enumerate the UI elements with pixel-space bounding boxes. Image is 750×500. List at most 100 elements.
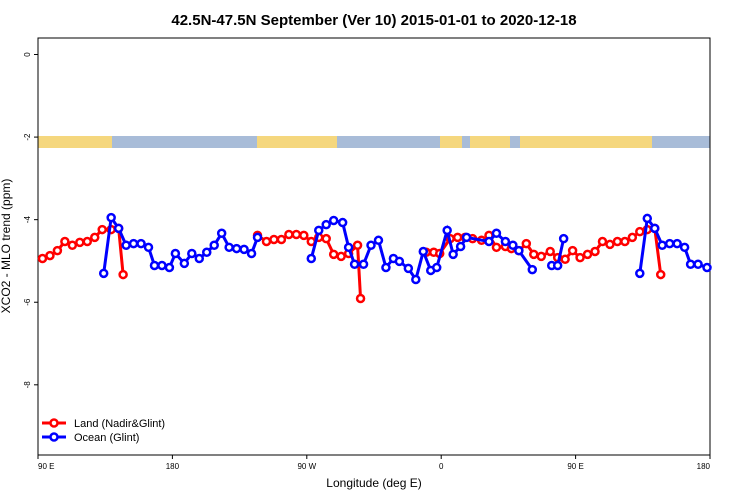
point xyxy=(239,244,249,255)
y-tick-label: -8 xyxy=(23,381,32,389)
point xyxy=(358,259,369,270)
point xyxy=(261,236,272,247)
x-tick-label: 90 E xyxy=(38,462,54,471)
point xyxy=(484,236,494,247)
point xyxy=(620,236,630,247)
x-tick-label: 90 W xyxy=(297,462,316,471)
point xyxy=(179,258,190,269)
point xyxy=(418,246,429,257)
point xyxy=(635,226,645,237)
point xyxy=(527,264,538,275)
point xyxy=(187,248,197,259)
point xyxy=(143,242,154,253)
point xyxy=(612,236,623,247)
chart-title: 42.5N-47.5N September (Ver 10) 2015-01-0… xyxy=(171,12,576,29)
y-axis-label: XCO2 - MLO trend (ppm) xyxy=(0,179,13,314)
y-tick-label: -2 xyxy=(23,133,32,141)
point xyxy=(291,229,302,240)
point xyxy=(82,236,93,247)
point xyxy=(349,259,360,270)
point xyxy=(455,241,466,252)
x-tick-label: 0 xyxy=(439,462,444,471)
point xyxy=(113,223,124,234)
point xyxy=(649,223,660,234)
point xyxy=(575,252,585,263)
point xyxy=(366,240,376,251)
point xyxy=(313,225,324,236)
point xyxy=(702,262,712,273)
strip-land xyxy=(470,136,510,148)
point xyxy=(252,232,263,243)
point xyxy=(328,215,339,226)
point xyxy=(642,213,653,224)
point xyxy=(328,249,339,260)
point xyxy=(67,240,78,251)
point xyxy=(536,251,547,262)
point xyxy=(657,240,667,251)
point xyxy=(284,229,294,240)
point xyxy=(209,240,219,251)
point xyxy=(552,260,563,271)
strip-land xyxy=(257,136,337,148)
point xyxy=(75,237,85,248)
x-axis-label: Longitude (deg E) xyxy=(326,476,421,490)
point xyxy=(442,225,452,236)
point xyxy=(529,249,539,260)
point xyxy=(627,232,638,243)
point xyxy=(560,254,570,265)
strip-land xyxy=(440,136,462,148)
y-tick-label: 0 xyxy=(23,52,32,57)
point xyxy=(337,217,348,228)
x-tick-label: 180 xyxy=(166,462,180,471)
point xyxy=(97,224,107,235)
point xyxy=(558,233,569,244)
legend-label: Ocean (Glint) xyxy=(74,432,139,444)
point xyxy=(306,253,317,264)
point xyxy=(276,234,287,245)
point xyxy=(98,268,109,279)
point xyxy=(514,245,524,256)
point xyxy=(194,253,205,264)
y-tick-label: -4 xyxy=(23,216,32,224)
point xyxy=(224,242,234,253)
point xyxy=(321,233,331,244)
point xyxy=(394,256,405,267)
point xyxy=(605,239,615,250)
point xyxy=(37,253,48,264)
point xyxy=(685,259,696,270)
point xyxy=(164,262,175,273)
point xyxy=(355,293,366,304)
point xyxy=(431,262,442,273)
legend-label: Land (Nadir&Glint) xyxy=(74,418,165,430)
point xyxy=(336,251,346,262)
point xyxy=(373,235,384,246)
point xyxy=(664,238,675,249)
series-line xyxy=(102,213,708,284)
point xyxy=(635,268,645,279)
point xyxy=(672,238,682,249)
point xyxy=(452,232,463,243)
point xyxy=(60,236,70,247)
point xyxy=(121,240,131,251)
point xyxy=(461,232,472,243)
strip-land xyxy=(38,136,112,148)
point xyxy=(597,236,608,247)
point xyxy=(582,249,593,260)
point xyxy=(321,219,331,230)
strip-land xyxy=(520,136,652,148)
point xyxy=(157,260,167,271)
point xyxy=(231,243,242,254)
point xyxy=(491,228,502,239)
point xyxy=(299,230,309,241)
legend-marker xyxy=(49,418,59,428)
land-ocean-strip xyxy=(38,136,710,148)
point xyxy=(128,238,139,249)
x-tick-label: 180 xyxy=(697,462,711,471)
plot-frame xyxy=(37,37,711,456)
point xyxy=(89,232,100,243)
point xyxy=(381,262,391,273)
point xyxy=(45,250,55,261)
point xyxy=(118,269,128,280)
point xyxy=(567,245,578,256)
